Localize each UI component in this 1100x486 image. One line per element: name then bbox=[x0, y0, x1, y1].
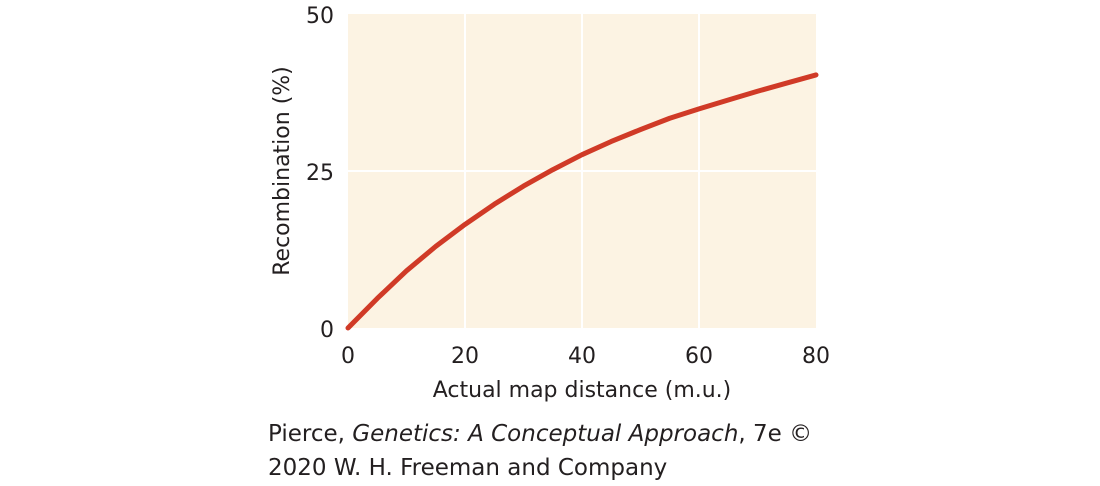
x-tick-label: 80 bbox=[802, 344, 830, 369]
y-axis-title: Recombination (%) bbox=[270, 66, 295, 276]
series-line bbox=[345, 72, 819, 331]
y-tick-labels: 0 25 50 bbox=[306, 4, 334, 343]
x-axis-title: Actual map distance (m.u.) bbox=[433, 378, 732, 403]
credit-author: Pierce, bbox=[268, 421, 353, 447]
x-tick-label: 40 bbox=[568, 344, 596, 369]
credit-book-title: Genetics: A Conceptual Approach bbox=[352, 421, 739, 447]
y-tick-label: 25 bbox=[306, 161, 334, 186]
credit-line-1: Pierce, Genetics: A Conceptual Approach,… bbox=[268, 423, 812, 446]
x-tick-label: 60 bbox=[685, 344, 713, 369]
y-tick-label: 50 bbox=[306, 4, 334, 29]
credit-edition: , 7e © bbox=[738, 421, 813, 447]
x-tick-label: 0 bbox=[341, 344, 355, 369]
gridlines bbox=[348, 14, 816, 328]
credit-line-2: 2020 W. H. Freeman and Company bbox=[268, 455, 668, 481]
x-tick-labels: 0 20 40 60 80 bbox=[341, 344, 830, 369]
y-tick-label: 0 bbox=[320, 318, 334, 343]
data-layer bbox=[345, 72, 819, 331]
x-tick-label: 20 bbox=[451, 344, 479, 369]
